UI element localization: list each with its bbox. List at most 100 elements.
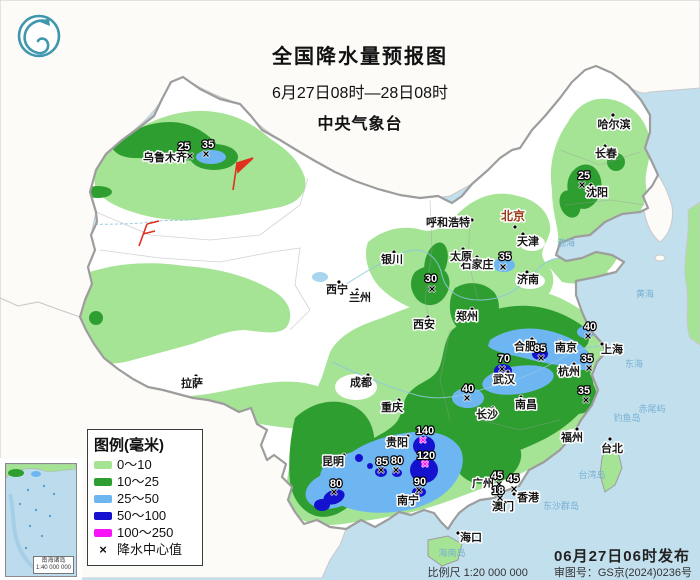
release-time: 06月27日06时发布	[553, 548, 690, 565]
precip-center-x-icon: ×	[421, 457, 428, 471]
precip-center-x-icon: ×	[584, 329, 591, 343]
city-dot	[492, 476, 498, 482]
city-label: 合肥	[514, 339, 536, 353]
city-label: 海口	[460, 530, 482, 544]
city-label: 长春	[595, 146, 618, 160]
province-borders	[95, 149, 646, 431]
qinghai-lake	[312, 272, 328, 282]
precip-value: 80	[391, 455, 403, 467]
city-label: 福州	[560, 430, 583, 444]
legend-color-swatch	[94, 495, 112, 503]
city-dot	[354, 287, 360, 293]
city-label: 成都	[350, 375, 372, 389]
precip-center-x-icon: ×	[392, 463, 399, 477]
city-dot	[490, 405, 496, 411]
precip-value: 140	[416, 425, 434, 437]
precip-value: 35	[578, 385, 590, 397]
legend-row: 50～100	[94, 509, 196, 523]
city-label: 乌鲁木齐	[143, 150, 188, 164]
footer-scale-line: 比例尺 1:20 000 000 审图号：GS京(2024)0236号	[428, 564, 692, 580]
precip-value: 80	[330, 478, 342, 490]
sea-label: 赤尾屿	[638, 404, 665, 414]
city-label: 太原	[449, 249, 472, 263]
precip-value: 45	[507, 473, 519, 485]
precip-center-x-icon: ×	[510, 482, 517, 496]
page-title: 全国降水量预报图	[272, 46, 448, 68]
hainan-island	[427, 535, 463, 567]
legend-label: 25～50	[117, 491, 159, 506]
precip-center-x-icon: ×	[428, 282, 435, 296]
china-border	[78, 64, 660, 531]
legend-color-swatch	[94, 529, 112, 537]
sea-label: 钓鱼岛	[613, 412, 640, 423]
legend-label: 50～100	[117, 508, 167, 523]
map-title-block: 全国降水量预报图 6月27日08时—28日08时 中央气象台	[160, 40, 560, 134]
japan-strip	[684, 201, 700, 346]
precip-value: 40	[462, 383, 474, 395]
city-label: 沈阳	[586, 185, 608, 199]
city-label: 南京	[555, 340, 577, 354]
city-label: 西安	[413, 317, 435, 331]
city-label: 北京	[501, 208, 525, 223]
legend-color-swatch	[94, 461, 112, 469]
city-label: 南昌	[515, 397, 537, 411]
legend-label: 10～25	[117, 474, 159, 489]
precip-value-markers: ×25 ×35×25×30×35×85×70×40×35×35×40×140×12…	[177, 138, 598, 506]
legend-row: 10～25	[94, 475, 196, 489]
agency-name: 中央气象台	[317, 116, 403, 133]
legend-row: 100～250	[94, 526, 196, 540]
precipitation-layers	[80, 98, 651, 526]
city-dot	[557, 338, 563, 344]
city-dot	[512, 224, 518, 230]
sea-label: 台湾岛	[578, 469, 605, 480]
legend-label: 0～10	[117, 457, 152, 472]
precip-value: 45	[491, 470, 503, 482]
city-dot	[425, 314, 431, 320]
legend-row: × 降水中心值	[94, 543, 196, 557]
precip-center-x-icon: ×	[415, 483, 422, 497]
legend-label: 降水中心值	[117, 542, 183, 557]
precip-center-x-icon: ×	[330, 485, 337, 499]
map-scale: 比例尺 1:20 000 000	[427, 567, 528, 579]
city-dot	[524, 269, 530, 275]
precip-value: 35	[499, 251, 511, 263]
city-label: 哈尔滨	[598, 117, 631, 131]
city-dot	[599, 341, 605, 347]
precip-value: 40	[584, 321, 596, 333]
precip-value: 25	[578, 170, 590, 182]
city-dot	[529, 336, 535, 342]
city-label: 重庆	[381, 400, 403, 414]
city-dot	[365, 372, 371, 378]
city-dot	[511, 491, 517, 497]
south-china-sea-inset: 南海诸岛 1:40 000 000	[5, 463, 77, 577]
inset-scale: 1:40 000 000	[35, 565, 71, 571]
precip-center-x-icon: ×	[585, 361, 592, 375]
precip-center-x-icon: ×	[202, 147, 209, 161]
inset-label: 南海诸岛	[41, 558, 66, 564]
city-dot	[607, 436, 613, 442]
wind-barb-icons	[138, 157, 254, 247]
precip-value: 70	[498, 353, 510, 365]
precip-value: 120	[417, 450, 435, 462]
approval-number: 审图号：GS京(2024)0236号	[553, 567, 692, 579]
city-label: 天津	[517, 234, 539, 248]
city-label: 兰州	[349, 290, 371, 304]
precip-center-x-icon: ×	[496, 491, 503, 505]
city-dot	[336, 279, 342, 285]
precip-center-x-icon: ×	[578, 178, 585, 192]
city-label: 拉萨	[181, 376, 203, 390]
city-dot	[520, 231, 526, 237]
city-label: 广州	[472, 476, 494, 490]
precip-center-x-icon: ×	[99, 542, 107, 557]
city-dot	[610, 112, 616, 118]
legend-box: 图例(毫米) 0～10 10～25 25～50 50～100 100～250 × 降水中心值	[87, 429, 203, 566]
city-label: 石家庄	[460, 257, 494, 271]
city-dot	[588, 182, 594, 188]
city-label: 贵阳	[386, 435, 408, 449]
city-dot	[414, 491, 420, 497]
city-label: 郑州	[456, 309, 478, 323]
precip-center-x-icon: ×	[499, 260, 506, 274]
city-dot	[405, 433, 411, 439]
city-label: 台北	[601, 441, 623, 455]
